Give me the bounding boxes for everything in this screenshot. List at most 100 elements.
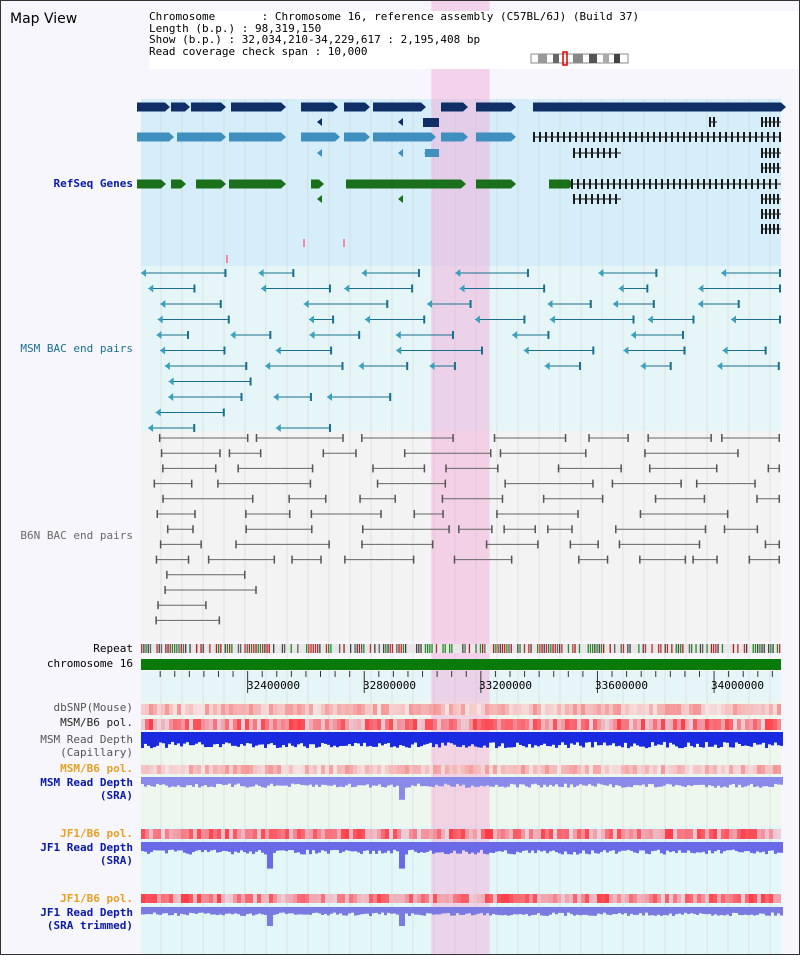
depth-bar bbox=[297, 732, 300, 745]
repeat-element bbox=[493, 644, 495, 653]
heat-cell bbox=[429, 719, 433, 730]
heat-cell bbox=[401, 765, 405, 774]
gene-strand-arrow bbox=[333, 102, 338, 112]
bac-end-marker bbox=[669, 362, 672, 370]
track-label-msm-depth-capillary[interactable]: MSM Read Depth (Capillary) bbox=[40, 733, 133, 759]
depth-bar bbox=[753, 732, 756, 743]
heat-cell bbox=[345, 894, 349, 903]
depth-bar bbox=[708, 842, 711, 851]
heat-cell bbox=[181, 829, 185, 839]
heat-cell bbox=[713, 704, 717, 715]
depth-bar bbox=[312, 777, 315, 787]
heat-cell bbox=[577, 719, 581, 730]
heat-cell bbox=[677, 719, 681, 730]
depth-bar bbox=[255, 842, 258, 852]
depth-bar bbox=[327, 907, 330, 916]
bac-end-marker bbox=[344, 555, 346, 564]
gene-exon bbox=[301, 132, 335, 142]
heat-cell bbox=[585, 894, 589, 903]
heat-cell bbox=[773, 719, 777, 730]
chromosome-ideogram[interactable] bbox=[1, 1, 800, 81]
depth-bar bbox=[171, 842, 174, 850]
heat-cell bbox=[269, 894, 273, 903]
track-label-msm-b6-pol-2[interactable]: MSM/B6 pol. bbox=[60, 762, 133, 775]
repeat-element bbox=[442, 644, 444, 653]
gene-exon bbox=[603, 148, 605, 158]
heat-cell bbox=[349, 765, 353, 774]
heat-cell bbox=[225, 704, 229, 715]
heat-cell bbox=[269, 829, 273, 839]
heat-cell bbox=[521, 894, 525, 903]
heat-cell bbox=[289, 719, 293, 730]
repeat-element bbox=[424, 644, 427, 653]
depth-bar bbox=[516, 777, 519, 788]
track-label-repeat[interactable]: Repeat bbox=[93, 642, 133, 655]
bac-end-marker bbox=[459, 284, 465, 293]
depth-bar bbox=[465, 732, 468, 748]
track-label-msm-depth-sra[interactable]: MSM Read Depth (SRA) bbox=[40, 776, 133, 802]
bac-end-marker bbox=[589, 300, 592, 308]
heat-cell bbox=[453, 704, 457, 715]
gene-exon bbox=[765, 224, 767, 234]
depth-bar bbox=[345, 732, 348, 746]
track-label-dbsnp[interactable]: dbSNP(Mouse) bbox=[53, 701, 133, 714]
heat-cell bbox=[537, 704, 541, 715]
heat-cell bbox=[225, 894, 229, 903]
heat-cell bbox=[641, 829, 645, 839]
depth-bar bbox=[657, 907, 660, 915]
track-label-b6n-bac[interactable]: B6N BAC end pairs bbox=[20, 529, 133, 542]
heat-cell bbox=[741, 704, 745, 715]
gene-exon bbox=[761, 132, 763, 142]
track-label-jf1-depth-sra-trimmed[interactable]: JF1 Read Depth (SRA trimmed) bbox=[40, 906, 133, 932]
heat-cell bbox=[441, 894, 445, 903]
depth-bar bbox=[705, 732, 708, 743]
jf1-depth-sra-trimmed-track bbox=[141, 907, 783, 926]
track-label-jf1-depth-sra[interactable]: JF1 Read Depth (SRA) bbox=[40, 841, 133, 867]
heat-cell bbox=[385, 894, 389, 903]
depth-bar bbox=[357, 842, 360, 853]
depth-bar bbox=[624, 842, 627, 851]
depth-bar bbox=[435, 732, 438, 745]
depth-bar bbox=[189, 907, 192, 913]
heat-cell bbox=[357, 829, 361, 839]
depth-bar bbox=[780, 907, 783, 916]
repeat-element bbox=[587, 644, 589, 653]
depth-bar bbox=[474, 732, 477, 747]
depth-bar bbox=[567, 732, 570, 748]
gene-exon bbox=[731, 132, 733, 142]
depth-bar bbox=[300, 842, 303, 855]
depth-bar bbox=[300, 777, 303, 785]
track-label-msm-bac[interactable]: MSM BAC end pairs bbox=[20, 342, 133, 355]
heat-cell bbox=[437, 894, 441, 903]
heat-cell bbox=[269, 719, 273, 730]
heat-cell bbox=[309, 829, 313, 839]
heat-cell bbox=[765, 765, 769, 774]
heat-cell bbox=[353, 829, 357, 839]
depth-bar bbox=[447, 907, 450, 914]
heat-cell bbox=[277, 719, 281, 730]
track-label-jf1-b6-pol[interactable]: JF1/B6 pol. bbox=[60, 827, 133, 840]
gene-exon bbox=[171, 179, 181, 189]
track-label-msm-b6-pol[interactable]: MSM/B6 pol. bbox=[60, 716, 133, 729]
depth-bar bbox=[654, 732, 657, 746]
track-label-chromosome[interactable]: chromosome 16 bbox=[46, 657, 133, 670]
heat-cell bbox=[405, 719, 409, 730]
depth-bar bbox=[615, 732, 618, 747]
track-label-jf1-b6-pol-2[interactable]: JF1/B6 pol. bbox=[60, 892, 133, 905]
bac-end-marker bbox=[310, 510, 313, 518]
heat-cell bbox=[721, 704, 725, 715]
bac-end-marker bbox=[452, 434, 454, 442]
track-label-refseq-genes[interactable]: RefSeq Genes bbox=[53, 177, 133, 190]
heat-cell bbox=[573, 894, 577, 903]
repeat-element bbox=[284, 644, 286, 653]
heat-cell bbox=[533, 719, 537, 730]
repeat-element bbox=[508, 644, 510, 653]
depth-bar bbox=[468, 842, 471, 854]
depth-bar bbox=[495, 732, 498, 749]
heat-cell bbox=[693, 704, 697, 715]
depth-bar bbox=[426, 777, 429, 787]
bac-end-marker bbox=[592, 479, 594, 488]
depth-bar bbox=[465, 842, 468, 852]
heat-cell bbox=[405, 765, 409, 774]
